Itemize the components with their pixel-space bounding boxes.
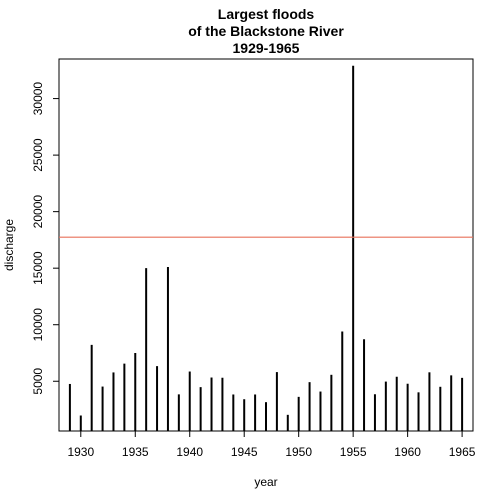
- y-tick-label-10000: 10000: [31, 308, 45, 342]
- y-axis-label: discharge: [2, 219, 16, 271]
- plot-area: 1930 1935 1940 1945 1950 1955 1960 1965 5000 1000…: [31, 58, 476, 459]
- plot-frame: [58, 58, 474, 432]
- x-tick-label-1930: 1930: [67, 445, 94, 459]
- x-tick-label-1960: 1960: [394, 445, 421, 459]
- y-tick-label-15000: 15000: [31, 251, 45, 285]
- y-tick-label-25000: 25000: [31, 138, 45, 172]
- y-tick-label-20000: 20000: [31, 195, 45, 229]
- x-tick-label-1955: 1955: [340, 445, 367, 459]
- y-tick-label-30000: 30000: [31, 82, 45, 116]
- x-tick-label-1940: 1940: [176, 445, 203, 459]
- x-tick-label-1950: 1950: [285, 445, 312, 459]
- x-tick-label-1945: 1945: [231, 445, 258, 459]
- x-tick-label-1965: 1965: [449, 445, 476, 459]
- chart-title-line-1: Largest floods: [218, 6, 315, 22]
- x-tick-label-1935: 1935: [122, 445, 149, 459]
- chart-title-line-2: of the Blackstone River: [188, 23, 344, 39]
- x-axis-label: year: [254, 475, 277, 489]
- chart-title-line-3: 1929-1965: [233, 40, 300, 56]
- y-tick-label-5000: 5000: [31, 368, 45, 395]
